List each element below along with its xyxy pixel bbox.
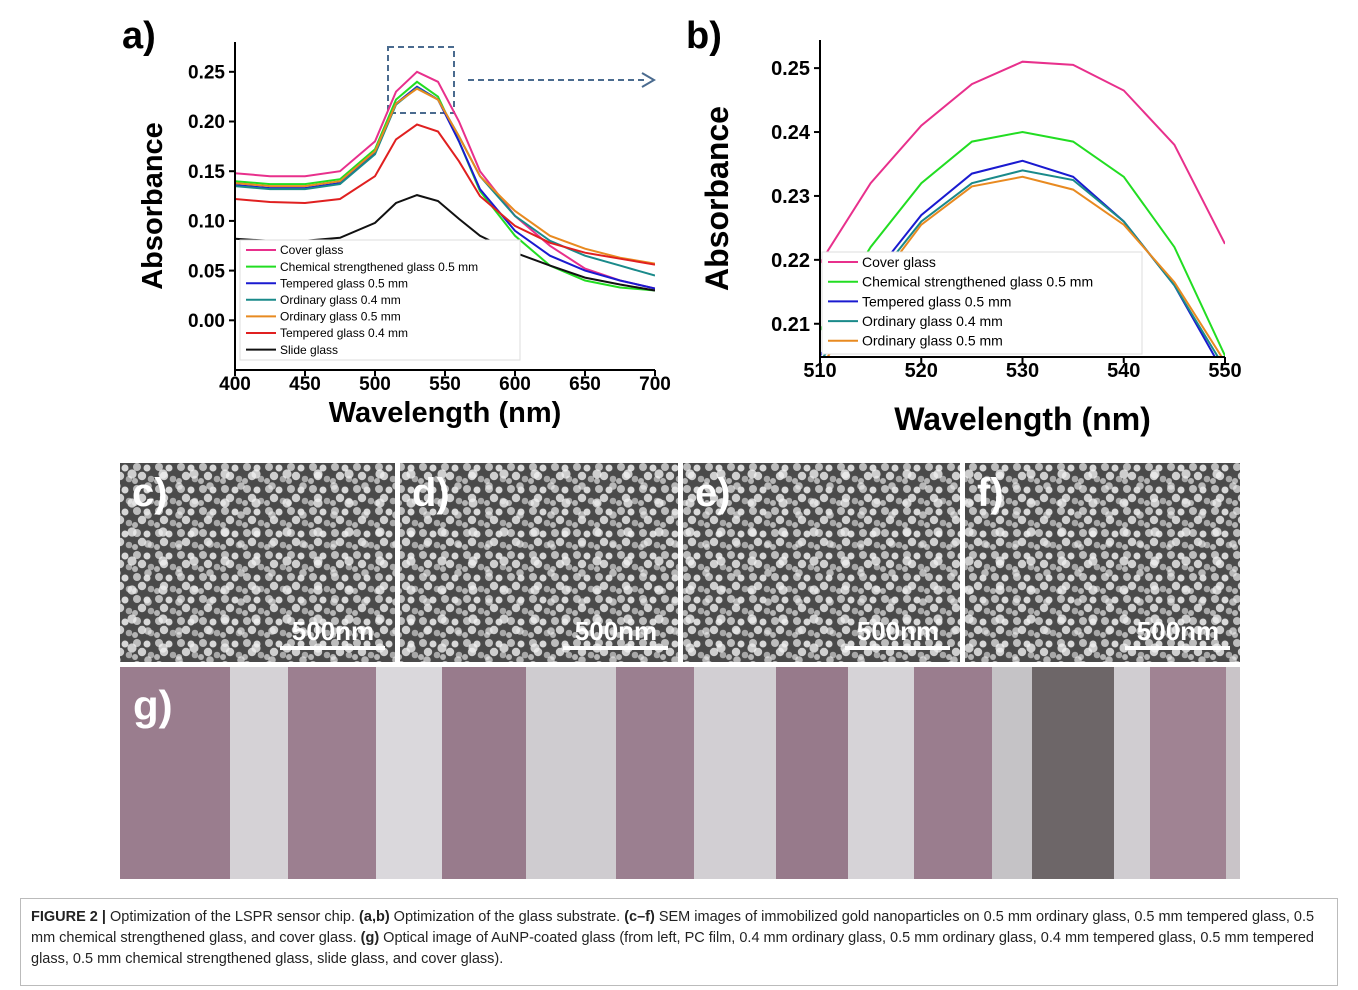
caption-part: (a,b)	[359, 909, 390, 925]
legend-label: Ordinary glass 0.4 mm	[862, 313, 1003, 329]
y-tick-label: 0.05	[188, 261, 225, 282]
scale-label: 500nm	[575, 616, 657, 646]
x-tick-label: 550	[1208, 360, 1241, 382]
data-line	[820, 130, 1225, 357]
scale-label: 500nm	[1137, 616, 1219, 646]
legend-label: Chemical strengthened glass 0.5 mm	[280, 260, 478, 274]
y-axis-title: Absorbance	[699, 106, 735, 291]
data-line	[235, 80, 655, 292]
data-line	[820, 60, 1225, 264]
y-tick-label: 0.21	[771, 314, 810, 336]
sem-highlights	[965, 463, 1240, 662]
chart: 0.00 0.05 0.10 0.15 0.20 0.25 400 450 500 550 600 6…	[122, 15, 671, 429]
sem-highlights	[120, 463, 395, 662]
x-tick-label: 510	[803, 360, 836, 382]
legend-label: Ordinary glass 0.4 mm	[280, 293, 401, 307]
legend-label: Cover glass	[280, 243, 343, 257]
legend-label: Ordinary glass 0.5 mm	[862, 333, 1003, 349]
x-tick-label: 500	[359, 374, 391, 395]
data-line	[235, 87, 655, 265]
zoom-arrowhead	[641, 72, 656, 88]
y-tick-label: 0.23	[771, 186, 810, 208]
legend-label: Tempered glass 0.4 mm	[280, 326, 408, 340]
panel-label: b)	[686, 15, 722, 57]
y-tick-label: 0.20	[188, 112, 225, 133]
x-tick-label: 600	[499, 374, 531, 395]
legend-label: Tempered glass 0.5 mm	[280, 276, 408, 290]
y-tick-label: 0.24	[771, 122, 811, 144]
x-axis-title: Wavelength (nm)	[894, 401, 1151, 437]
legend-label: Chemical strengthened glass 0.5 mm	[862, 274, 1093, 290]
y-tick-label: 0.00	[188, 311, 225, 332]
chart: 0.21 0.22 0.23 0.24 0.25 510 520 530 540 550 Wavel…	[686, 15, 1242, 437]
x-tick-label: 530	[1006, 360, 1039, 382]
panel-label: g)	[133, 682, 173, 729]
caption-part: FIGURE 2 |	[31, 909, 106, 925]
y-axis-title: Absorbance	[137, 122, 169, 290]
sem-highlights	[400, 463, 678, 662]
figure-graphics: c) 500nm d) 500nm e) 500nm f) 500nm g) 0.00 0.05…	[120, 15, 1242, 879]
x-tick-label: 540	[1107, 360, 1140, 382]
panel-label: e)	[695, 471, 731, 515]
panel-label: f)	[977, 471, 1004, 515]
caption-part: Optimization of the glass substrate.	[389, 909, 625, 925]
caption-part: (g)	[360, 930, 380, 946]
caption: FIGURE 2 | Optimization of the LSPR sens…	[20, 898, 1338, 986]
legend-label: Slide glass	[280, 343, 338, 357]
caption-part: (c–f)	[624, 909, 655, 925]
x-axis-title: Wavelength (nm)	[329, 397, 562, 429]
x-tick-label: 520	[905, 360, 938, 382]
sem-row: c) 500nm d) 500nm e) 500nm f) 500nm	[120, 463, 1240, 662]
sem-highlights	[683, 463, 960, 662]
photo: g)	[120, 667, 1240, 879]
x-tick-label: 550	[429, 374, 461, 395]
y-tick-label: 0.25	[188, 62, 225, 83]
legend-label: Ordinary glass 0.5 mm	[280, 310, 401, 324]
panel-label: d)	[412, 471, 450, 515]
x-tick-label: 400	[219, 374, 251, 395]
x-tick-label: 700	[639, 374, 671, 395]
scale-label: 500nm	[292, 616, 374, 646]
y-tick-label: 0.15	[188, 162, 225, 183]
x-tick-label: 450	[289, 374, 321, 395]
y-tick-label: 0.25	[771, 58, 810, 80]
legend-label: Tempered glass 0.5 mm	[862, 293, 1011, 309]
data-line	[235, 70, 655, 290]
legend-label: Cover glass	[862, 254, 936, 270]
caption-part: Optimization of the LSPR sensor chip.	[105, 909, 360, 925]
y-tick-label: 0.10	[188, 212, 225, 233]
panel-label: a)	[122, 15, 156, 57]
legend-box	[821, 251, 1143, 355]
y-tick-label: 0.22	[771, 250, 810, 272]
zoom-box	[387, 46, 455, 114]
x-tick-label: 650	[569, 374, 601, 395]
data-line	[235, 123, 655, 266]
panel-label: c)	[132, 471, 168, 515]
legend-box	[239, 239, 521, 361]
caption-part: Optical image of AuNP-coated glass (from…	[31, 930, 1314, 967]
caption-part: SEM images of immobilized gold nanoparti…	[31, 909, 1315, 946]
scale-label: 500nm	[857, 616, 939, 646]
